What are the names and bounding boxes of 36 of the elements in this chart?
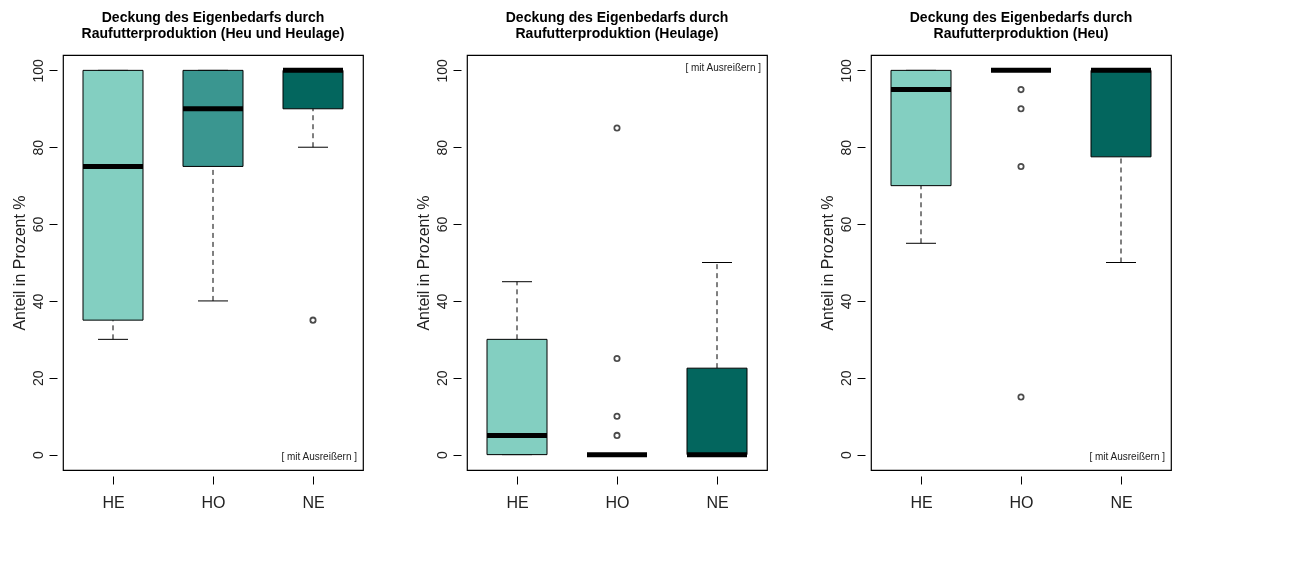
y-tick-label: 20 <box>433 370 450 387</box>
y-tick-label: 40 <box>433 293 450 310</box>
annotation: [ mit Ausreißern ] <box>1089 451 1166 462</box>
y-tick-label: 40 <box>837 293 854 310</box>
y-tick-label: 0 <box>837 451 854 460</box>
annotation: [ mit Ausreißern ] <box>685 62 762 73</box>
y-tick-label: 80 <box>837 139 854 156</box>
y-tick-label: 80 <box>29 139 46 156</box>
chart-title: Deckung des Eigenbedarfs durch Raufutterproduktion (Heu) <box>909 9 1133 41</box>
chart-title: Deckung des Eigenbedarfs durch Raufutterproduktion (Heu und Heulage) <box>81 9 345 41</box>
x-tick-label: HO <box>201 493 226 511</box>
y-tick-label: 100 <box>433 58 450 83</box>
y-tick-label: 0 <box>29 451 46 460</box>
y-tick-label: 20 <box>837 370 854 387</box>
y-tick-label: 100 <box>29 58 46 83</box>
chart-title: Deckung des Eigenbedarfs durch Raufutterproduktion (Heulage) <box>505 9 729 41</box>
x-tick-label: HE <box>506 493 529 511</box>
x-tick-label: NE <box>1110 493 1133 511</box>
y-tick-label: 60 <box>433 216 450 233</box>
x-tick-label: HE <box>102 493 125 511</box>
x-tick-label: HE <box>910 493 933 511</box>
x-tick-label: HO <box>1009 493 1034 511</box>
x-tick-label: NE <box>302 493 325 511</box>
y-tick-label: 80 <box>433 139 450 156</box>
annotation: [ mit Ausreißern ] <box>281 451 358 462</box>
y-axis-title: Anteil in Prozent % <box>818 195 836 331</box>
y-tick-label: 40 <box>29 293 46 310</box>
y-tick-label: 0 <box>433 451 450 460</box>
y-tick-label: 60 <box>29 216 46 233</box>
x-tick-label: HO <box>605 493 630 511</box>
y-axis-title: Anteil in Prozent % <box>10 195 28 331</box>
y-tick-label: 20 <box>29 370 46 387</box>
y-tick-label: 100 <box>837 58 854 83</box>
x-tick-label: NE <box>706 493 729 511</box>
y-axis-title: Anteil in Prozent % <box>414 195 432 331</box>
y-tick-label: 60 <box>837 216 854 233</box>
